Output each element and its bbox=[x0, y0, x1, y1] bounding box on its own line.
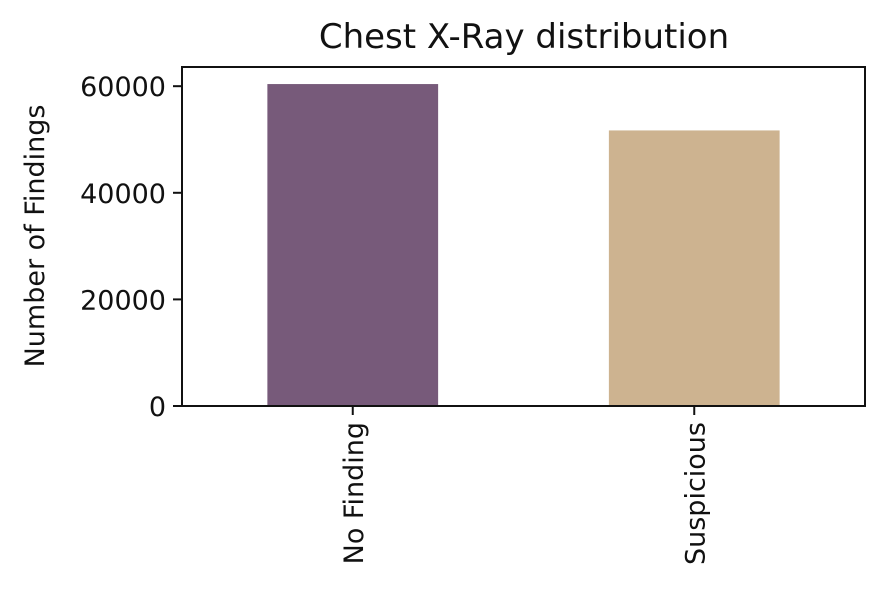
bar-no-finding bbox=[267, 84, 439, 406]
x-axis-ticks: No Finding Suspicious bbox=[339, 406, 711, 565]
y-tick-label: 40000 bbox=[80, 179, 166, 210]
y-axis-ticks: 0 20000 40000 60000 bbox=[80, 72, 182, 423]
plot-frame bbox=[181, 66, 866, 407]
y-tick-label: 0 bbox=[149, 392, 166, 423]
bars-group bbox=[267, 84, 780, 406]
bar-suspicious bbox=[608, 130, 780, 406]
x-tick-label: No Finding bbox=[339, 422, 370, 564]
chart-title: Chest X-Ray distribution bbox=[319, 17, 729, 57]
x-tick-label: Suspicious bbox=[680, 422, 711, 565]
y-axis-label: Number of Findings bbox=[20, 105, 51, 368]
y-tick-label: 60000 bbox=[80, 72, 166, 103]
y-tick-label: 20000 bbox=[80, 285, 166, 316]
